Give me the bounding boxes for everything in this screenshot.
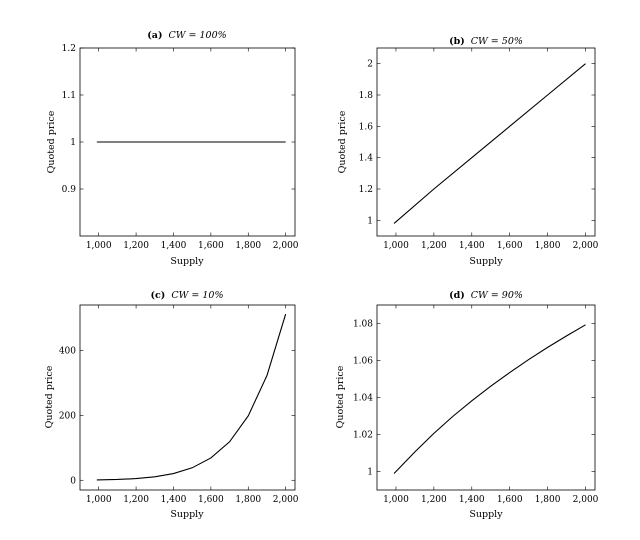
- panel-title-d: (d) CW = 90%: [449, 290, 523, 301]
- x-tick-label-d-0: 1,000: [383, 495, 409, 505]
- y-tick-label-a-0: 0.9: [62, 185, 77, 195]
- x-tick-label-c-5: 2,000: [273, 495, 299, 505]
- y-tick-label-c-1: 200: [59, 411, 76, 421]
- x-tick-label-a-1: 1,200: [123, 241, 149, 251]
- x-tick-label-c-4: 1,800: [235, 495, 261, 505]
- y-tick-label-d-1: 1.02: [353, 431, 373, 441]
- y-tick-label-d-4: 1.08: [353, 320, 373, 330]
- y-tick-label-c-2: 400: [59, 346, 76, 356]
- panel-title-b: (b) CW = 50%: [449, 36, 523, 47]
- x-axis-label-d: Supply: [469, 509, 503, 520]
- x-axis-label-a: Supply: [170, 256, 204, 267]
- panel-a: (a) CW = 100% 1,000 1,200 1,400 1,600 1,800 2…: [46, 30, 299, 267]
- x-tick-label-c-2: 1,400: [161, 495, 187, 505]
- x-tick-label-d-3: 1,600: [497, 495, 523, 505]
- x-tick-label-d-4: 1,800: [535, 495, 561, 505]
- x-tick-label-b-3: 1,600: [497, 241, 523, 251]
- x-tick-label-a-5: 2,000: [273, 241, 299, 251]
- panel-c: (c) CW = 10% 1,000 1,200 1,400 1,600 1,800 2,…: [44, 290, 299, 520]
- x-tick-label-a-3: 1,600: [198, 241, 224, 251]
- y-tick-label-b-0: 1: [367, 216, 373, 226]
- series-line-c: [96, 313, 287, 481]
- x-tick-label-c-0: 1,000: [86, 495, 112, 505]
- y-tick-label-d-0: 1: [367, 468, 373, 478]
- x-tick-label-b-1: 1,200: [421, 241, 447, 251]
- x-axis-label-b: Supply: [469, 256, 503, 267]
- plot-frame-c: [79, 304, 296, 491]
- y-tick-label-b-3: 1.6: [359, 122, 374, 132]
- y-tick-label-b-4: 1.8: [359, 91, 374, 101]
- y-tick-label-b-5: 2: [367, 60, 373, 70]
- x-tick-label-b-5: 2,000: [573, 241, 599, 251]
- x-tick-label-c-1: 1,200: [123, 495, 149, 505]
- x-axis-label-c: Supply: [170, 509, 204, 520]
- plot-frame-b: [376, 47, 596, 237]
- y-axis-label-a: Quoted price: [46, 110, 57, 173]
- x-tick-label-b-0: 1,000: [383, 241, 409, 251]
- y-tick-label-a-3: 1.2: [62, 44, 76, 54]
- series-line-b: [393, 63, 586, 224]
- panel-title-c: (c) CW = 10%: [151, 290, 224, 301]
- x-tick-label-b-4: 1,800: [535, 241, 561, 251]
- x-tick-label-a-4: 1,800: [235, 241, 261, 251]
- x-tick-label-c-3: 1,600: [198, 495, 224, 505]
- y-tick-label-a-2: 1.1: [62, 91, 76, 101]
- y-axis-label-b: Quoted price: [337, 110, 348, 173]
- x-tick-label-d-2: 1,400: [459, 495, 485, 505]
- y-tick-label-b-2: 1.4: [359, 154, 374, 164]
- panel-title-a: (a) CW = 100%: [147, 30, 226, 41]
- x-tick-label-d-5: 2,000: [573, 495, 599, 505]
- panel-b: (b) CW = 50% 1,000 1,200 1,400 1,600 1,800 2,…: [337, 36, 599, 267]
- x-tick-label-d-1: 1,200: [421, 495, 447, 505]
- y-tick-label-d-3: 1.06: [353, 357, 373, 367]
- y-tick-label-a-1: 1: [70, 138, 76, 148]
- y-tick-label-d-2: 1.04: [353, 394, 373, 404]
- x-tick-label-a-0: 1,000: [86, 241, 112, 251]
- y-axis-label-d: Quoted price: [335, 365, 346, 428]
- series-line-d: [393, 324, 586, 474]
- y-tick-label-c-0: 0: [70, 476, 76, 486]
- panel-d: (d) CW = 90% 1,000 1,200 1,400 1,600 1,800 2,…: [335, 290, 599, 520]
- x-tick-label-a-2: 1,400: [161, 241, 187, 251]
- x-tick-label-b-2: 1,400: [459, 241, 485, 251]
- plot-frame-d: [376, 304, 596, 491]
- y-axis-label-c: Quoted price: [44, 365, 55, 428]
- y-tick-label-b-1: 1.2: [359, 185, 373, 195]
